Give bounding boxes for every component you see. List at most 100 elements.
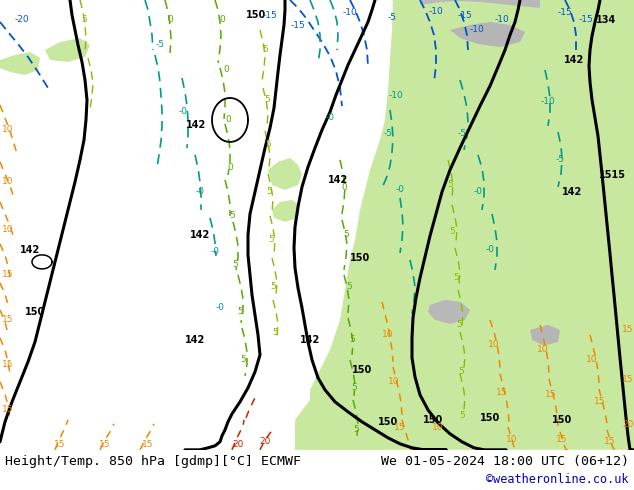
Text: 5: 5 [272,328,278,338]
Text: -5: -5 [155,41,164,49]
Text: -0: -0 [474,187,482,196]
Text: 15: 15 [556,435,568,444]
Text: 150: 150 [552,415,572,425]
Text: 15: 15 [3,405,14,415]
Text: 20: 20 [259,437,271,446]
Text: 5: 5 [456,320,462,329]
Text: 0: 0 [227,164,233,172]
Text: 15: 15 [3,360,14,369]
Text: 5: 5 [229,211,235,220]
Text: 134: 134 [596,15,616,25]
Polygon shape [428,300,470,324]
Text: 5: 5 [349,335,355,344]
Text: 5: 5 [266,187,272,196]
Text: 142: 142 [20,245,40,255]
Text: -5: -5 [387,14,396,23]
Text: -15: -15 [579,16,593,24]
Text: 142: 142 [562,187,582,197]
Text: 5: 5 [237,307,243,317]
Text: 10: 10 [3,225,14,234]
Text: 10: 10 [388,377,400,386]
Polygon shape [450,22,525,47]
Text: -15: -15 [558,8,573,18]
Polygon shape [268,158,302,190]
Text: -0: -0 [210,247,219,256]
Polygon shape [420,0,540,8]
Text: 5: 5 [270,282,276,292]
Text: 5: 5 [240,355,246,365]
Text: 15: 15 [594,397,605,406]
Text: 10: 10 [586,355,598,365]
Text: 0: 0 [341,183,347,193]
Text: 15: 15 [604,437,616,446]
Text: 142: 142 [185,335,205,345]
Polygon shape [310,0,634,450]
Text: 5: 5 [353,425,359,434]
Polygon shape [390,0,634,14]
Text: -10: -10 [495,16,509,24]
Text: 20: 20 [232,441,243,449]
Text: 5: 5 [453,273,459,282]
Text: -5: -5 [458,129,467,139]
Text: 5: 5 [346,282,352,292]
Text: 10: 10 [3,177,14,186]
Text: 150: 150 [350,253,370,263]
Text: 150: 150 [352,365,372,375]
Text: 10: 10 [432,423,444,432]
Text: 20: 20 [623,420,634,429]
Text: We 01-05-2024 18:00 UTC (06+12): We 01-05-2024 18:00 UTC (06+12) [381,455,629,468]
Text: 15: 15 [622,325,634,334]
Text: 5: 5 [351,383,357,392]
Text: 150: 150 [25,307,45,317]
Text: 15: 15 [55,441,66,449]
Text: ©weatheronline.co.uk: ©weatheronline.co.uk [486,473,629,487]
Text: -0: -0 [486,245,495,254]
Polygon shape [295,385,390,450]
Text: 5: 5 [449,227,455,236]
Text: 5: 5 [343,230,349,240]
Text: 1515: 1515 [598,170,626,180]
Text: 5: 5 [458,368,464,376]
Text: 15: 15 [3,270,14,279]
Text: 142: 142 [186,120,206,130]
Text: 5: 5 [232,260,238,270]
Text: -10: -10 [541,98,555,106]
Text: -10: -10 [429,7,443,17]
Text: -20: -20 [15,16,29,24]
Text: 15: 15 [496,389,508,397]
Text: 15: 15 [142,441,154,449]
Text: 142: 142 [564,55,584,65]
Text: 5: 5 [262,46,268,54]
Polygon shape [393,0,634,70]
Text: Height/Temp. 850 hPa [gdmp][°C] ECMWF: Height/Temp. 850 hPa [gdmp][°C] ECMWF [5,455,301,468]
Text: 10: 10 [488,341,500,349]
Text: 150: 150 [246,10,266,20]
Text: 0: 0 [225,116,231,124]
Text: 0: 0 [223,66,229,74]
Text: -10: -10 [470,25,484,34]
Text: -5: -5 [555,155,564,165]
Text: 15: 15 [394,423,406,432]
Text: 5: 5 [447,180,453,190]
Polygon shape [272,200,300,222]
Text: 15: 15 [3,316,14,324]
Text: 150: 150 [480,413,500,423]
Text: 15: 15 [622,375,634,384]
Text: -5: -5 [384,129,392,139]
Text: 5: 5 [265,141,271,149]
Text: -0: -0 [195,187,205,196]
Text: 0: 0 [167,16,173,24]
Polygon shape [530,325,560,346]
Text: -0: -0 [216,303,224,313]
Polygon shape [0,52,40,75]
Text: 0: 0 [219,16,225,24]
Text: 10: 10 [382,330,394,340]
Polygon shape [45,38,90,62]
Text: 5: 5 [459,411,465,420]
Text: 142: 142 [328,175,348,185]
Text: 10: 10 [507,435,518,444]
Text: 142: 142 [300,335,320,345]
Text: 150: 150 [378,417,398,427]
Text: 142: 142 [190,230,210,240]
Text: 10: 10 [3,125,14,134]
